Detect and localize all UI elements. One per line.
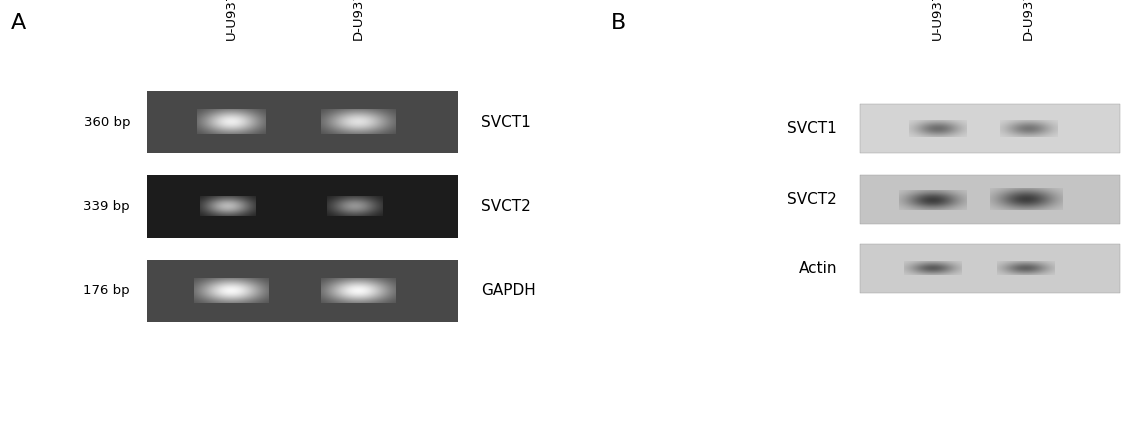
Text: SVCT2: SVCT2 [481,199,530,214]
Bar [860,175,1120,224]
Text: GAPDH: GAPDH [481,283,535,298]
Text: U-U937: U-U937 [225,0,238,40]
Text: 339 bp: 339 bp [84,200,130,213]
Bar [860,244,1120,293]
Text: 176 bp: 176 bp [84,284,130,297]
Text: B: B [611,13,625,33]
Text: D-U937: D-U937 [1022,0,1035,40]
Text: A: A [11,13,26,33]
Bar [147,175,458,238]
Text: D-U937: D-U937 [352,0,365,40]
Text: SVCT2: SVCT2 [787,192,837,207]
Bar [147,260,458,322]
Text: U-U937: U-U937 [931,0,944,40]
Text: SVCT1: SVCT1 [481,115,530,130]
Text: Actin: Actin [798,261,837,276]
Text: SVCT1: SVCT1 [787,121,837,136]
Bar [860,104,1120,153]
Text: 360 bp: 360 bp [84,115,130,129]
Bar [147,91,458,153]
